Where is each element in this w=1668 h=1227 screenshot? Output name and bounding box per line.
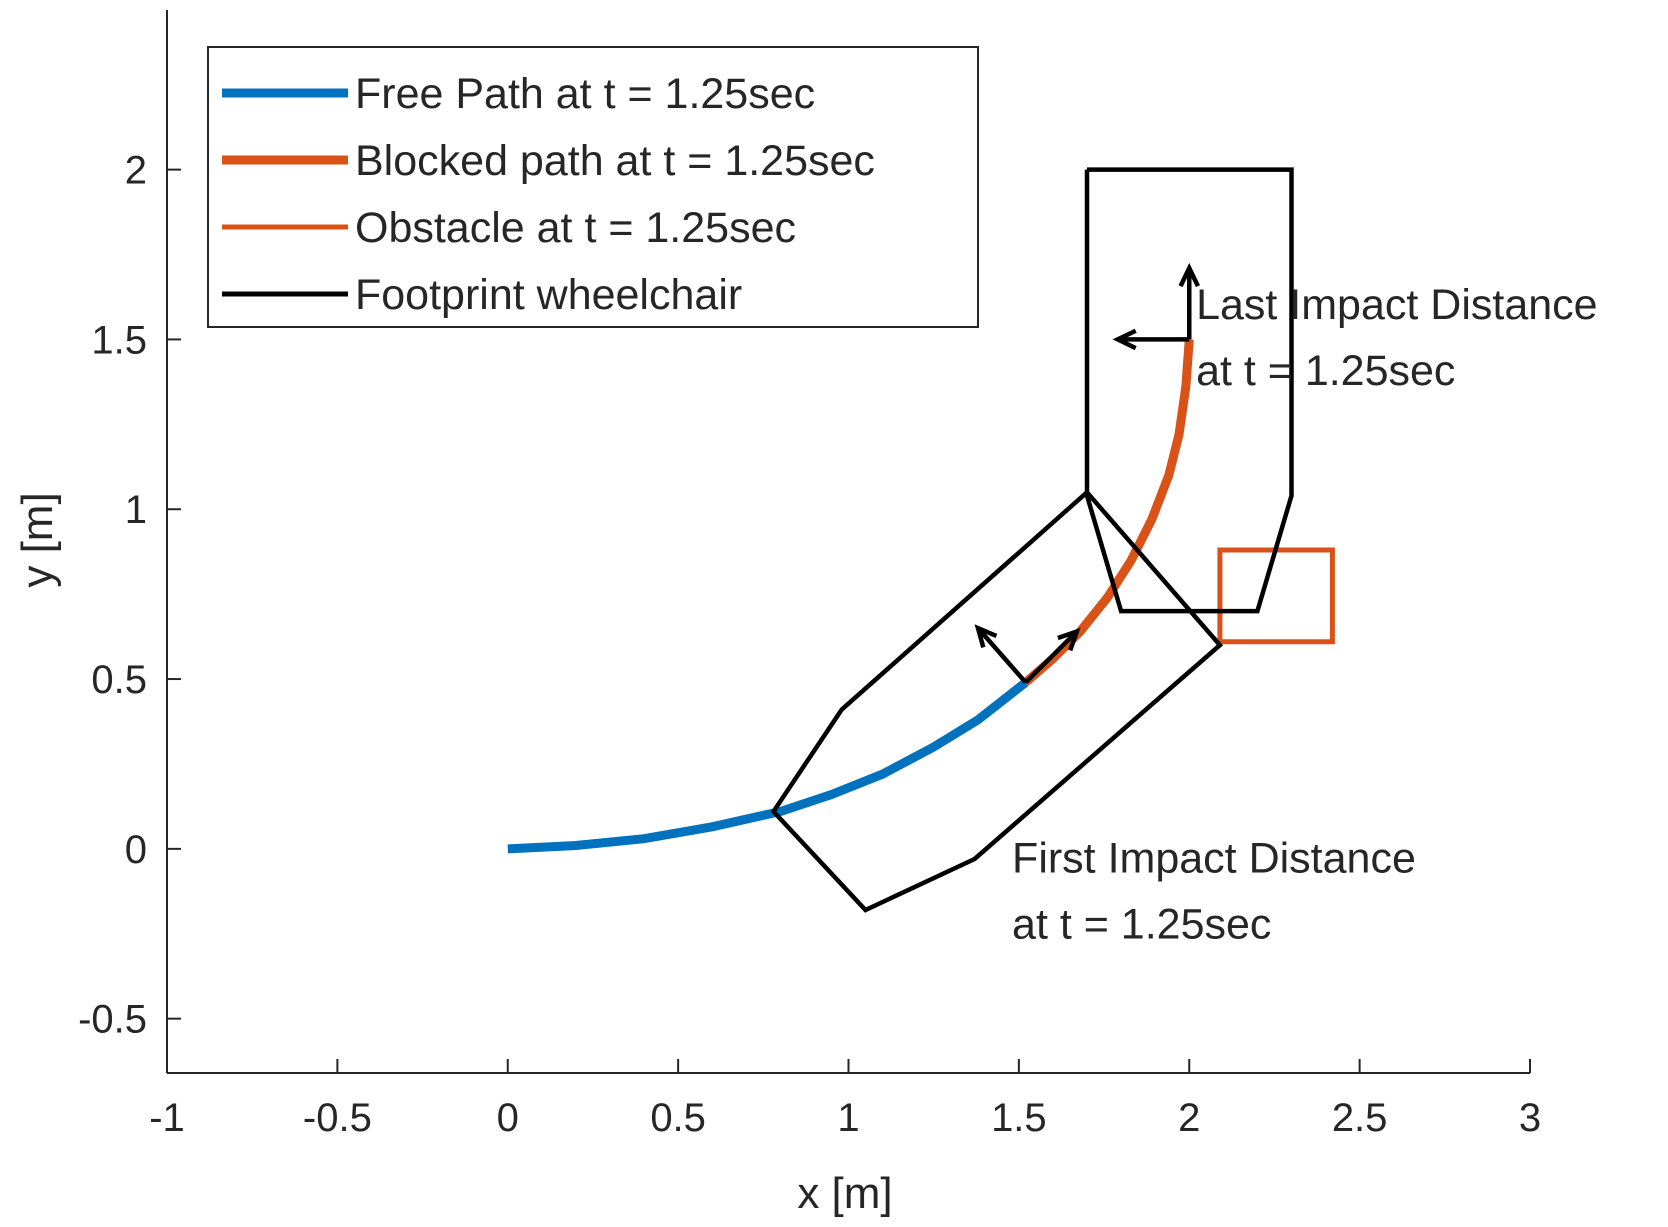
x-tick-label: 2 [1178, 1096, 1200, 1140]
annotation-line: at t = 1.25sec [1012, 901, 1271, 949]
x-tick-label: 1.5 [991, 1096, 1047, 1140]
direction-arrow [976, 626, 1028, 684]
annotations: Last Impact Distance at t = 1.25secFirst … [1012, 281, 1598, 949]
y-tick-label: 1 [125, 488, 147, 532]
legend-label: Footprint wheelchair [355, 271, 742, 319]
y-tick-label: 0 [125, 828, 147, 872]
plot-area [507, 167, 1335, 913]
axes: -1 -0.5 0 0.5 1 1.5 2 2.5 3 -0.5 0 0.5 1 1.5 2 [78, 10, 1541, 1140]
x-axis-label: x [m] [797, 1169, 892, 1218]
x-tick-label: -1 [149, 1096, 185, 1140]
annotation-line: at t = 1.25sec [1196, 347, 1455, 395]
y-tick-label: 1.5 [91, 318, 147, 362]
blocked-path-line [1022, 339, 1194, 686]
x-tick-label: -0.5 [303, 1096, 372, 1140]
impact-annotation: First Impact Distance at t = 1.25sec [1012, 835, 1416, 949]
direction-arrowhead [1057, 627, 1081, 652]
y-tick-label: -0.5 [78, 998, 147, 1042]
direction-arrow [1024, 629, 1079, 685]
legend-label: Obstacle at t = 1.25sec [355, 204, 796, 252]
legend: Free Path at t = 1.25sec Blocked path at … [207, 46, 979, 328]
y-axis-label: y [m] [13, 492, 62, 587]
direction-arrowhead [974, 624, 998, 648]
direction-arrowhead [1178, 262, 1200, 288]
legend-label: Free Path at t = 1.25sec [355, 70, 815, 118]
x-tick-label: 0 [497, 1096, 519, 1140]
x-tick-label: 3 [1519, 1096, 1541, 1140]
direction-arrowhead [1112, 328, 1137, 351]
legend-label: Blocked path at t = 1.25sec [355, 137, 875, 185]
footprint-outline [770, 490, 1224, 913]
y-tick-label: 2 [125, 149, 147, 193]
annotation-line: First Impact Distance [1012, 835, 1416, 883]
free-path-line [507, 678, 1029, 854]
annotation-line: Last Impact Distance [1196, 281, 1598, 329]
impact-annotation: Last Impact Distance at t = 1.25sec [1196, 281, 1598, 395]
x-tick-label: 1 [837, 1096, 859, 1140]
y-tick-label: 0.5 [91, 658, 147, 702]
x-tick-label: 2.5 [1332, 1096, 1388, 1140]
obstacle-outline [1217, 547, 1335, 645]
x-tick-label: 0.5 [650, 1096, 706, 1140]
